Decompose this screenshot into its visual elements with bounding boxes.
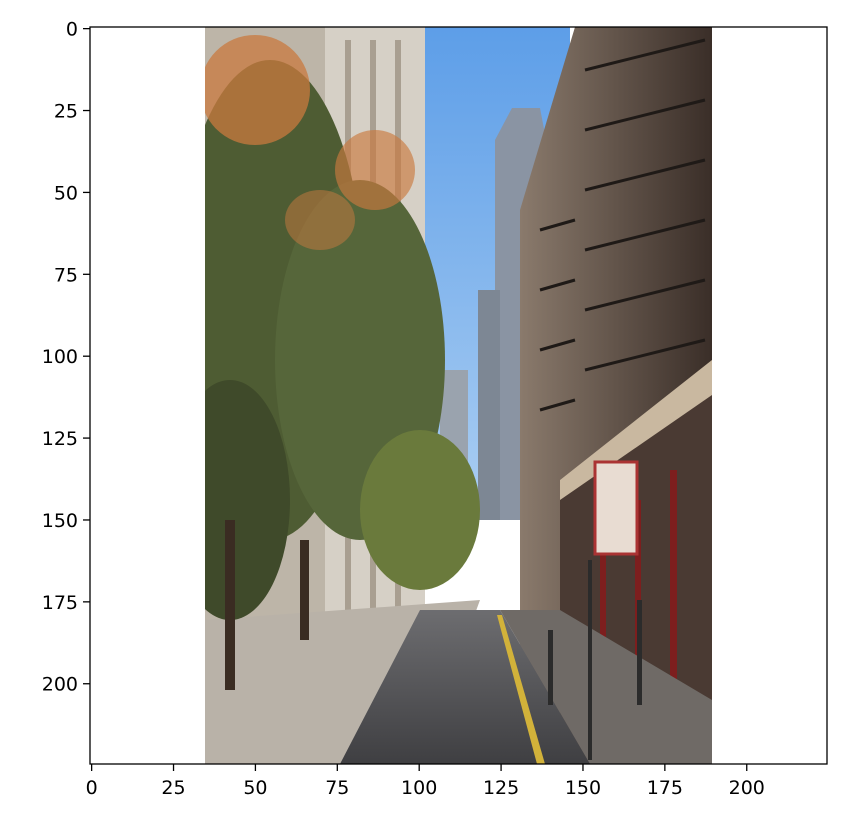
x-tick-label: 100 bbox=[401, 777, 437, 799]
x-tick-label: 200 bbox=[729, 777, 765, 799]
x-tick-label: 75 bbox=[325, 777, 349, 799]
left-margin bbox=[90, 27, 205, 764]
y-tick-label: 50 bbox=[54, 182, 78, 204]
y-tick-label: 175 bbox=[42, 592, 78, 614]
y-tick-label: 200 bbox=[42, 674, 78, 696]
y-tick-label: 25 bbox=[54, 101, 78, 123]
y-tick-label: 75 bbox=[54, 264, 78, 286]
x-axis-ticks: 0 25 50 75 100 125 150 175 200 bbox=[86, 764, 765, 799]
street-sign bbox=[593, 460, 639, 556]
y-tick-label: 0 bbox=[66, 19, 78, 41]
street-photo bbox=[90, 27, 827, 764]
distant-tower-left bbox=[478, 290, 500, 520]
x-tick-label: 25 bbox=[161, 777, 185, 799]
fire-escapes bbox=[539, 38, 706, 412]
axes-frame bbox=[89, 26, 828, 765]
x-tick-label: 150 bbox=[565, 777, 601, 799]
x-tick-label: 50 bbox=[243, 777, 267, 799]
right-margin bbox=[712, 27, 827, 764]
x-tick-label: 175 bbox=[647, 777, 683, 799]
y-tick-label: 125 bbox=[42, 428, 78, 450]
x-tick-label: 125 bbox=[483, 777, 519, 799]
y-tick-label: 150 bbox=[42, 510, 78, 532]
trees bbox=[170, 35, 480, 690]
x-tick-label: 0 bbox=[86, 777, 98, 799]
y-axis-ticks: 0 25 50 75 100 125 150 175 200 bbox=[42, 19, 90, 696]
lane-line bbox=[497, 615, 545, 764]
y-tick-label: 100 bbox=[42, 346, 78, 368]
posts bbox=[548, 560, 642, 760]
